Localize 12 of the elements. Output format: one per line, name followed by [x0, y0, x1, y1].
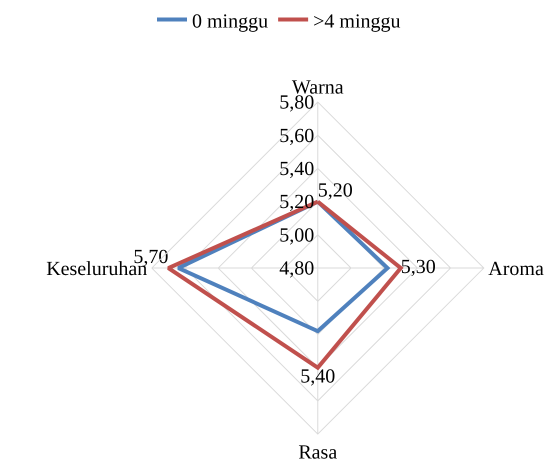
- data-label: 5,40: [300, 366, 336, 388]
- legend-label: >4 minggu: [313, 10, 401, 32]
- data-label: 5,30: [400, 256, 436, 278]
- y-tick-label: 5,20: [279, 191, 314, 214]
- spoke-label: Rasa: [298, 442, 338, 459]
- data-label: 5,20: [318, 180, 353, 202]
- y-tick-label: 5,00: [279, 224, 314, 246]
- y-tick-label: 5,60: [279, 124, 314, 147]
- y-tick-label: 5,40: [279, 158, 314, 180]
- legend-label: 0 minggu: [192, 10, 268, 32]
- spoke-label: Aroma: [488, 258, 544, 280]
- y-tick-label: 4,80: [279, 258, 314, 280]
